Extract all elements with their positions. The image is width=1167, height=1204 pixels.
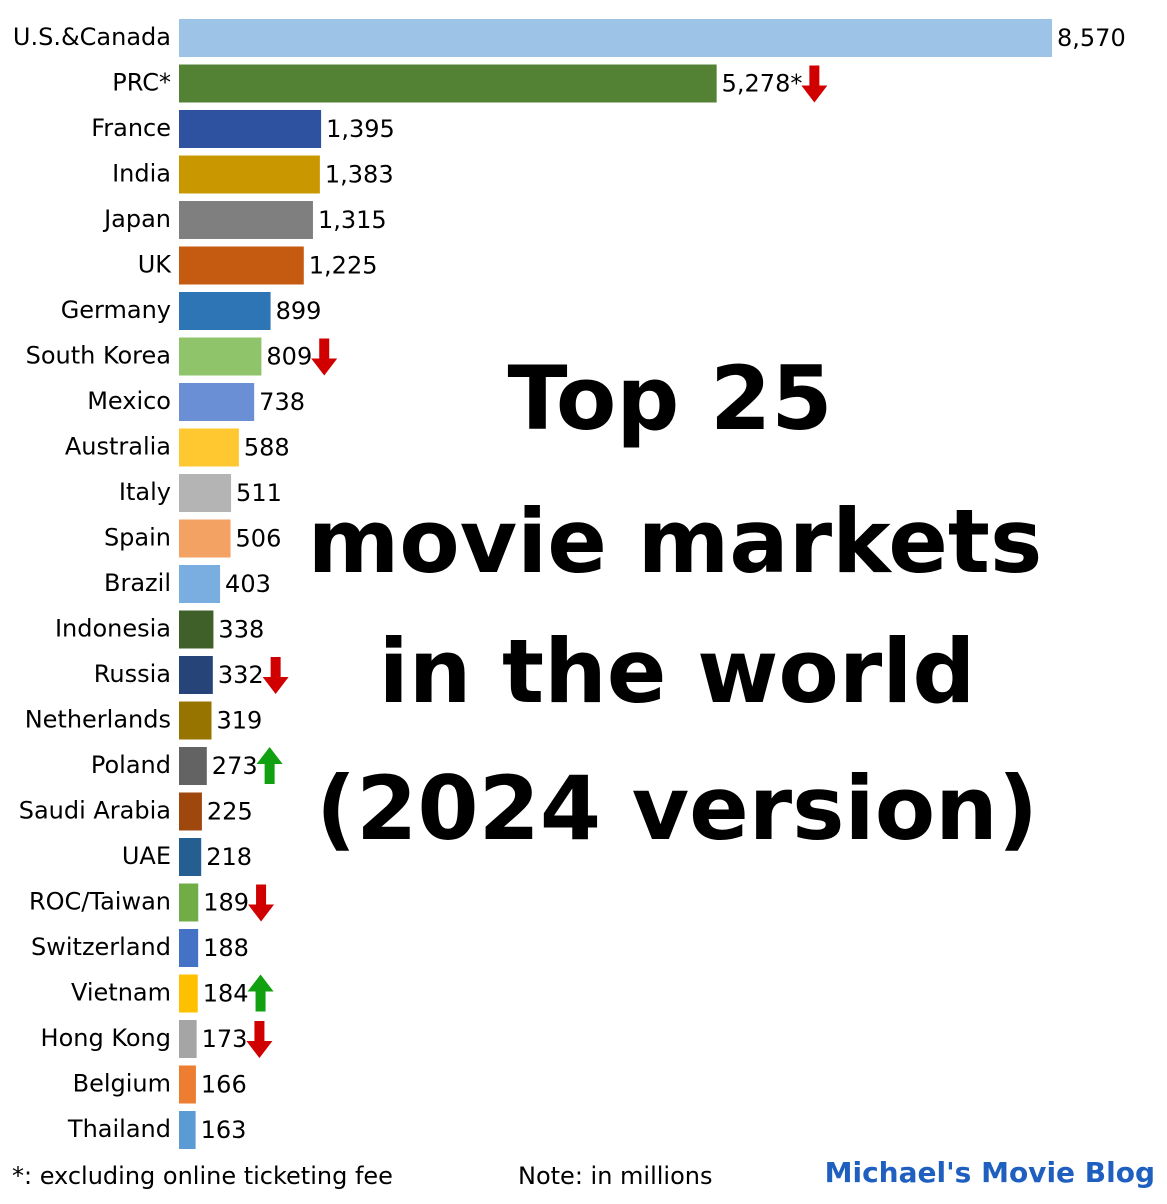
category-label: Saudi Arabia bbox=[19, 797, 171, 825]
chart-title: (2024 version) bbox=[316, 757, 1038, 860]
value-label: 511 bbox=[236, 479, 282, 507]
trend-arrow bbox=[256, 747, 283, 784]
bar bbox=[179, 201, 313, 239]
category-label: UAE bbox=[122, 842, 171, 870]
category-label: Hong Kong bbox=[41, 1024, 171, 1052]
bar bbox=[179, 474, 232, 512]
category-label: Indonesia bbox=[55, 615, 171, 643]
category-label: U.S.&Canada bbox=[13, 23, 171, 51]
value-label: 403 bbox=[225, 570, 271, 598]
category-label: Italy bbox=[119, 478, 171, 506]
value-label: 332 bbox=[218, 661, 264, 689]
bar bbox=[179, 792, 202, 831]
bar bbox=[179, 246, 304, 285]
category-label: Mexico bbox=[87, 387, 171, 415]
category-label: Russia bbox=[94, 660, 171, 688]
value-label: 8,570 bbox=[1057, 24, 1126, 52]
value-label: 1,395 bbox=[326, 115, 395, 143]
bar bbox=[179, 701, 212, 740]
value-label: 189 bbox=[203, 889, 249, 917]
value-label: 1,315 bbox=[318, 206, 387, 234]
footnote: *: excluding online ticketing fee bbox=[12, 1162, 393, 1190]
bar bbox=[179, 610, 214, 649]
value-label: 166 bbox=[201, 1071, 247, 1099]
category-label: Germany bbox=[61, 296, 171, 324]
bar bbox=[179, 110, 322, 148]
bar bbox=[179, 656, 213, 694]
bar bbox=[179, 747, 207, 785]
category-label: Switzerland bbox=[31, 933, 171, 961]
chart-title: Top 25 bbox=[508, 347, 833, 450]
bar bbox=[179, 292, 271, 330]
trend-arrow bbox=[311, 338, 338, 376]
note: Note: in millions bbox=[518, 1162, 712, 1190]
bar bbox=[179, 1065, 196, 1104]
chart-title: movie markets bbox=[308, 490, 1043, 593]
bar bbox=[179, 974, 198, 1013]
bar bbox=[179, 838, 202, 876]
category-label: France bbox=[91, 114, 171, 142]
chart-title: in the world bbox=[379, 620, 976, 723]
bar bbox=[179, 519, 231, 558]
value-label: 738 bbox=[259, 388, 305, 416]
value-label: 1,225 bbox=[309, 252, 378, 280]
bar bbox=[179, 155, 320, 194]
value-label: 506 bbox=[236, 525, 282, 553]
category-label: PRC* bbox=[112, 69, 171, 97]
value-label: 225 bbox=[207, 798, 253, 826]
value-label: 184 bbox=[203, 980, 249, 1008]
bar bbox=[179, 1111, 196, 1149]
category-label: Vietnam bbox=[71, 979, 171, 1007]
category-label: ROC/Taiwan bbox=[29, 888, 171, 916]
bar bbox=[179, 428, 239, 467]
bar bbox=[179, 1020, 197, 1058]
category-label: Brazil bbox=[104, 569, 171, 597]
trend-arrow bbox=[246, 1021, 273, 1058]
trend-arrow bbox=[262, 657, 289, 694]
category-label: India bbox=[112, 160, 171, 188]
value-label: 319 bbox=[216, 707, 262, 735]
value-label: 218 bbox=[206, 843, 252, 871]
category-label: Australia bbox=[65, 433, 171, 461]
value-label: 173 bbox=[202, 1025, 248, 1053]
value-label: 899 bbox=[276, 297, 322, 325]
bar bbox=[179, 883, 199, 922]
trend-arrow bbox=[248, 884, 275, 922]
trend-arrow bbox=[801, 65, 828, 103]
category-label: Spain bbox=[104, 524, 171, 552]
value-label: 1,383 bbox=[325, 161, 394, 189]
value-label: 338 bbox=[218, 616, 264, 644]
bar bbox=[179, 929, 199, 967]
category-label: UK bbox=[138, 251, 173, 279]
value-label: 273 bbox=[212, 752, 258, 780]
value-label: 188 bbox=[203, 934, 249, 962]
bar bbox=[179, 64, 717, 103]
bar bbox=[179, 19, 1052, 57]
trend-arrow bbox=[247, 974, 274, 1012]
value-label: 5,278* bbox=[722, 70, 803, 98]
value-label: 809 bbox=[266, 343, 312, 371]
bar bbox=[179, 383, 255, 421]
value-label: 163 bbox=[201, 1116, 247, 1144]
category-label: Thailand bbox=[67, 1115, 171, 1143]
category-label: Poland bbox=[91, 751, 171, 779]
bar bbox=[179, 337, 262, 376]
category-label: Belgium bbox=[73, 1070, 171, 1098]
category-label: Netherlands bbox=[25, 706, 171, 734]
category-label: South Korea bbox=[26, 342, 171, 370]
category-label: Japan bbox=[102, 205, 171, 233]
value-label: 588 bbox=[244, 434, 290, 462]
source: Michael's Movie Blog bbox=[825, 1156, 1155, 1189]
bar bbox=[179, 565, 221, 603]
